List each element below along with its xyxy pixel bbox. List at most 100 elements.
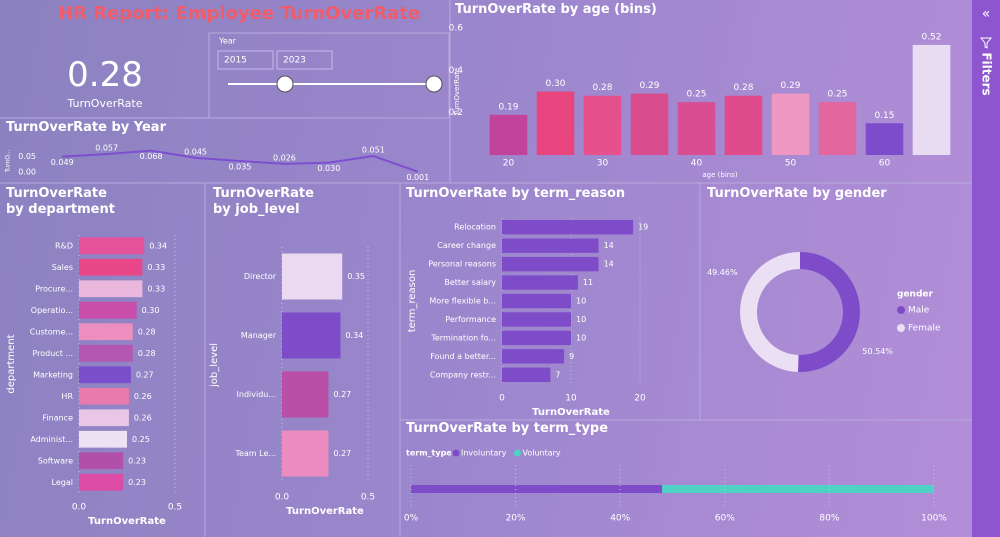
bar bbox=[502, 312, 571, 327]
y-tick-label: Software bbox=[38, 456, 73, 465]
bar bbox=[502, 349, 565, 364]
y-tick-label: Career change bbox=[437, 241, 496, 250]
bar bbox=[502, 275, 578, 290]
y-axis-title: TurnO... bbox=[5, 149, 12, 173]
data-label: 0.29 bbox=[780, 81, 800, 91]
data-label: 0.27 bbox=[136, 370, 154, 379]
y-tick-label: Found a better... bbox=[430, 352, 496, 361]
data-label: 14 bbox=[604, 260, 614, 269]
y-tick-label: Team Le... bbox=[234, 449, 276, 458]
y-tick-label: 0.2 bbox=[449, 108, 463, 118]
data-label: 10 bbox=[576, 297, 586, 306]
legend-swatch bbox=[452, 449, 460, 457]
y-tick-label: Individu... bbox=[237, 390, 276, 399]
bar bbox=[79, 344, 133, 362]
data-label: 0.25 bbox=[132, 435, 150, 444]
y-axis-title: TurnOverRate bbox=[453, 68, 461, 117]
legend-title: gender bbox=[897, 290, 934, 300]
y-tick-label: Manager bbox=[241, 331, 277, 340]
data-label: 0.19 bbox=[498, 102, 518, 112]
bar bbox=[865, 123, 904, 155]
y-tick-label: Administ... bbox=[30, 435, 73, 444]
data-label: 0.23 bbox=[128, 478, 146, 487]
x-axis-title: TurnOverRate bbox=[88, 516, 166, 527]
y-axis-title: term_reason bbox=[407, 270, 418, 333]
data-label: 11 bbox=[583, 278, 593, 287]
bar bbox=[79, 280, 143, 298]
chart-title: TurnOverRate by age (bins) bbox=[455, 2, 657, 17]
x-axis-title: age (bins) bbox=[702, 171, 737, 179]
bar bbox=[282, 430, 329, 477]
legend-swatch bbox=[897, 306, 905, 314]
legend-entry[interactable]: Involuntary bbox=[461, 449, 507, 458]
x-tick-label: 10 bbox=[565, 394, 577, 404]
y-tick-label: Director bbox=[244, 272, 277, 281]
y-tick-label: Termination fo... bbox=[430, 333, 496, 342]
x-tick-label: 0.0 bbox=[275, 493, 290, 503]
bar-segment bbox=[411, 485, 663, 493]
x-tick-label: 60 bbox=[879, 159, 891, 169]
slicer-from[interactable]: 2015 bbox=[224, 56, 247, 66]
bar bbox=[536, 91, 575, 155]
data-label: 14 bbox=[604, 241, 614, 250]
y-tick-label: HR bbox=[61, 392, 73, 401]
x-tick-label: 20 bbox=[634, 394, 646, 404]
y-tick-label: Company restr... bbox=[430, 370, 496, 379]
bar-segment bbox=[662, 485, 934, 493]
data-label: 0.068 bbox=[140, 152, 163, 161]
data-label: 0.15 bbox=[874, 111, 894, 121]
data-label: 0.030 bbox=[317, 164, 340, 173]
x-tick-label: 20 bbox=[503, 159, 515, 169]
bar bbox=[502, 256, 599, 272]
line bbox=[62, 149, 419, 173]
bar bbox=[79, 237, 145, 255]
y-axis-title: department bbox=[6, 334, 17, 393]
data-label: 7 bbox=[555, 370, 560, 379]
x-tick-label: 80% bbox=[819, 514, 839, 524]
bar bbox=[724, 95, 763, 155]
data-label: 0.001 bbox=[406, 173, 429, 182]
data-label: 0.045 bbox=[184, 147, 207, 156]
bar bbox=[79, 258, 143, 276]
filters-pane[interactable] bbox=[972, 0, 1000, 537]
y-tick-label: Better salary bbox=[444, 278, 496, 287]
bar bbox=[502, 367, 551, 382]
legend-entry[interactable]: Female bbox=[908, 324, 941, 334]
filter-icon bbox=[979, 37, 993, 49]
legend-entry[interactable]: Male bbox=[908, 306, 930, 316]
legend-swatch bbox=[897, 324, 905, 332]
kpi-value: 0.28 bbox=[67, 55, 143, 95]
data-label: 0.051 bbox=[362, 145, 385, 154]
y-tick-label: 0.00 bbox=[18, 168, 36, 177]
slider-handle[interactable] bbox=[425, 75, 443, 93]
chart-title: TurnOverRate by Year bbox=[6, 120, 166, 135]
slicer-from-box[interactable] bbox=[217, 50, 274, 70]
data-label: 0.27 bbox=[333, 449, 351, 458]
slicer-to[interactable]: 2023 bbox=[283, 56, 306, 66]
data-label: 10 bbox=[576, 315, 586, 324]
y-tick-label: 0.05 bbox=[18, 152, 36, 161]
chart-title: TurnOverRate by department bbox=[6, 186, 115, 217]
x-tick-label: 0.5 bbox=[168, 503, 182, 513]
data-label: 0.25 bbox=[827, 90, 847, 100]
bar bbox=[489, 114, 528, 155]
filters-label[interactable]: Filters bbox=[980, 52, 994, 95]
legend-swatch bbox=[513, 449, 521, 457]
legend-title: term_type bbox=[406, 449, 452, 458]
data-label: 9 bbox=[569, 352, 574, 361]
bar bbox=[79, 366, 131, 384]
legend-entry[interactable]: Voluntary bbox=[522, 449, 560, 458]
bar bbox=[818, 102, 857, 155]
collapse-icon[interactable]: « bbox=[982, 6, 991, 22]
x-tick-label: 100% bbox=[921, 514, 947, 524]
data-label: 0.035 bbox=[229, 163, 252, 172]
bar bbox=[771, 93, 810, 155]
slicer-to-box[interactable] bbox=[276, 50, 333, 70]
data-label: 0.30 bbox=[142, 306, 160, 315]
panel-borders bbox=[0, 0, 972, 537]
slider-handle[interactable] bbox=[276, 75, 294, 93]
data-label: 0.30 bbox=[545, 79, 565, 89]
data-label: 0.28 bbox=[733, 83, 753, 93]
data-label: 0.29 bbox=[639, 81, 659, 91]
